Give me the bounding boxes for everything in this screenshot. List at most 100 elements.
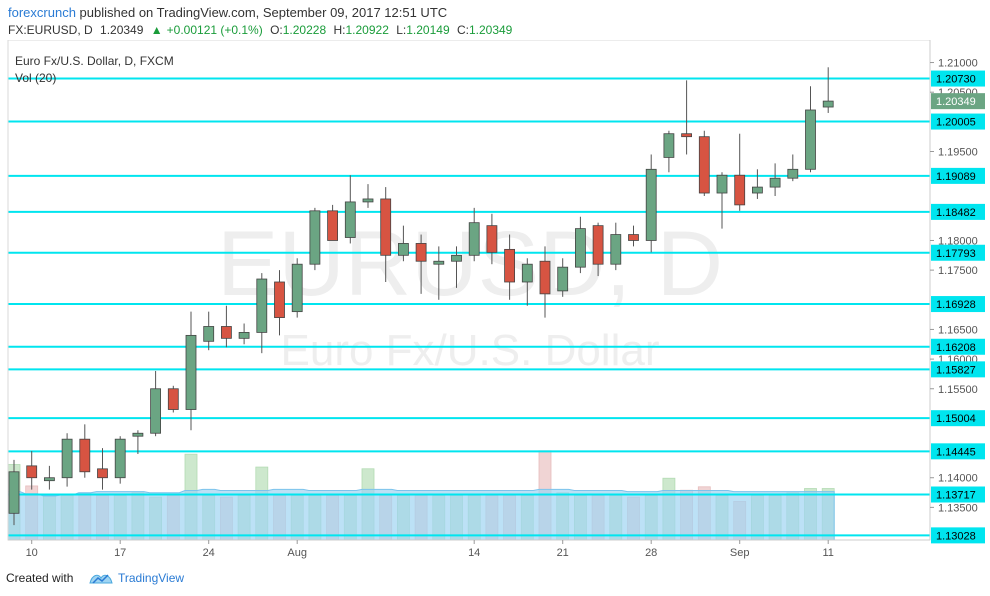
price-tick-label: 1.18000	[938, 235, 978, 247]
level-tag	[931, 361, 985, 378]
level-label: 1.15827	[936, 364, 976, 376]
level-lines	[8, 77, 930, 537]
level-tag	[931, 338, 985, 355]
open-value: 1.20228	[282, 23, 327, 37]
watermark-name: Euro Fx/U.S. Dollar	[281, 326, 660, 375]
level-label: 1.14445	[936, 446, 976, 458]
candle-up	[433, 260, 445, 265]
candle-down	[79, 438, 91, 473]
candle-up	[309, 210, 321, 265]
price-tick-label: 1.21000	[938, 58, 978, 70]
close-label: C:	[456, 23, 469, 37]
candle-up	[132, 432, 144, 437]
candle-down	[26, 465, 38, 479]
ohlc-line: FX:EURUSD, D 1.20349 ▲ +0.00121 (+0.1%) O…	[8, 23, 516, 37]
candle-up	[557, 266, 569, 292]
candle-up	[521, 263, 533, 283]
time-tick-label: 11	[822, 547, 833, 559]
candle-up	[451, 254, 462, 262]
tradingview-brand[interactable]: TradingView	[118, 571, 185, 585]
level-label: 1.20005	[936, 117, 976, 129]
level-tag	[931, 113, 985, 130]
candle-down	[539, 260, 551, 295]
high-label: H:	[333, 23, 346, 37]
time-tick-label: Sep	[730, 547, 750, 559]
candle-up	[256, 278, 268, 333]
candle-up	[344, 201, 356, 238]
candle-down	[734, 174, 746, 206]
candle-up	[44, 477, 55, 482]
level-tag	[931, 443, 985, 460]
price-tick-label: 1.19500	[938, 147, 978, 159]
current-price-label: 1.20349	[936, 96, 976, 108]
time-tick-label: 17	[114, 547, 126, 559]
level-labels: 1.20730 1.20005 1.19089 1.18482 1.17793 1.169…	[931, 70, 985, 544]
price-tick-label: 1.15500	[938, 384, 978, 396]
candle-up	[203, 326, 215, 342]
candle-up	[716, 174, 728, 194]
candle-down	[504, 248, 516, 283]
candle-down	[592, 225, 604, 265]
candle-up	[468, 222, 480, 256]
time-axis: 10 17 24 Aug 14 21 28 Sep 11	[26, 540, 834, 559]
time-tick-label: 24	[203, 547, 215, 559]
level-tag	[931, 527, 985, 544]
tradingview-logo-icon[interactable]	[88, 569, 114, 589]
candle-up	[769, 177, 781, 188]
candle-up	[238, 332, 250, 339]
price-tick-label: 1.17500	[938, 265, 978, 277]
candle-down	[681, 133, 692, 138]
candle-up	[752, 186, 763, 194]
candle-up	[575, 228, 586, 268]
candle-down	[327, 210, 339, 241]
level-tag	[931, 70, 985, 87]
candle-up	[610, 234, 622, 265]
level-tag	[931, 244, 985, 261]
chart-header: forexcrunch published on TradingView.com…	[0, 0, 990, 40]
price-tick-label: 1.16500	[938, 324, 978, 336]
publisher-link[interactable]: forexcrunch	[8, 5, 76, 20]
level-label: 1.13717	[936, 490, 976, 502]
open-label: O:	[270, 23, 283, 37]
published-text: published on TradingView.com, September …	[79, 5, 448, 20]
candles	[8, 67, 834, 526]
change-up-icon: ▲	[150, 23, 163, 37]
level-label: 1.16208	[936, 342, 976, 354]
candle-up	[822, 100, 834, 108]
level-label: 1.17793	[936, 248, 976, 260]
level-tag	[931, 167, 985, 184]
close-value: 1.20349	[468, 23, 513, 37]
level-tag	[931, 296, 985, 313]
level-label: 1.20730	[936, 74, 976, 86]
candle-down	[167, 388, 179, 410]
price-chart[interactable]: EURUSD, D Euro Fx/U.S. Dollar 1.210001.2…	[0, 40, 990, 566]
level-tag	[931, 203, 985, 220]
candle-up	[362, 198, 374, 203]
level-label: 1.19089	[936, 171, 976, 183]
time-tick-label: Aug	[287, 547, 307, 559]
level-label: 1.13028	[936, 530, 976, 542]
volume-legend: Vol (20)	[15, 71, 56, 85]
price-tick-label: 1.14000	[938, 473, 978, 485]
price-change: +0.00121 (+0.1%)	[166, 23, 263, 37]
candle-down	[486, 225, 498, 253]
level-label: 1.16928	[936, 299, 976, 311]
time-tick-label: 14	[468, 547, 480, 559]
candle-down	[628, 234, 639, 241]
candle-up	[150, 388, 162, 434]
price-tick-label: 1.13500	[938, 502, 978, 514]
footer: Created with TradingView	[0, 566, 990, 596]
candle-down	[274, 281, 285, 318]
publish-line: forexcrunch published on TradingView.com…	[8, 5, 447, 20]
candle-up	[114, 438, 126, 479]
candle-up	[645, 168, 657, 241]
candle-up	[787, 168, 799, 179]
candle-up	[61, 438, 73, 479]
candle-down	[220, 326, 232, 339]
low-value: 1.20149	[406, 23, 450, 37]
level-label: 1.15004	[936, 413, 976, 425]
series-legend: Euro Fx/U.S. Dollar, D, FXCM	[15, 54, 174, 68]
candle-up	[8, 471, 20, 514]
candle-up	[291, 263, 303, 313]
candle-up	[185, 334, 197, 410]
